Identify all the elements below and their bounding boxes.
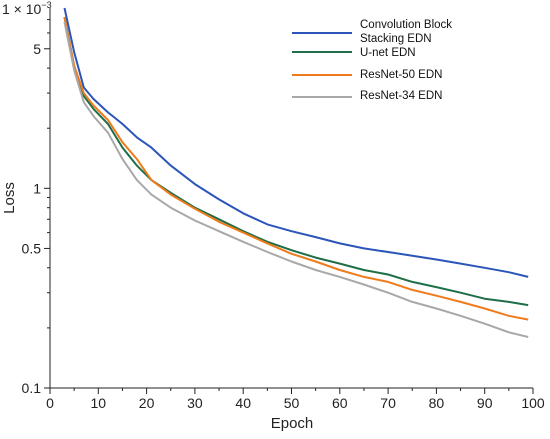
series-line-0 bbox=[63, 7, 529, 278]
y-multiplier-label: 1 × 10−3 bbox=[2, 0, 52, 17]
x-tick-label: 0 bbox=[46, 395, 54, 411]
y-multiplier-base: 1 × 10 bbox=[2, 1, 42, 17]
x-tick-label: 20 bbox=[139, 395, 155, 411]
legend-label-1: U-net EDN bbox=[360, 47, 416, 59]
legend-label-2: ResNet-50 EDN bbox=[360, 69, 442, 81]
y-multiplier-exponent: −3 bbox=[41, 0, 51, 10]
series-layer bbox=[63, 7, 529, 338]
x-axis-title: Epoch bbox=[271, 415, 314, 432]
y-tick-label: 0.5 bbox=[22, 240, 42, 256]
y-tick-label: 5 bbox=[33, 41, 41, 57]
y-tick-label: 1 bbox=[33, 180, 41, 196]
x-tick-label: 30 bbox=[187, 395, 203, 411]
x-tick-label: 70 bbox=[380, 395, 396, 411]
x-tick-label: 50 bbox=[284, 395, 300, 411]
x-tick-label: 10 bbox=[91, 395, 107, 411]
legend: Convolution Block Stacking EDN U-net EDN Re… bbox=[292, 19, 452, 102]
y-axis-title: Loss bbox=[1, 182, 18, 214]
legend-label-0: Convolution Block bbox=[360, 19, 452, 31]
x-tick-label: 90 bbox=[477, 395, 493, 411]
legend-label-3: ResNet-34 EDN bbox=[360, 90, 442, 102]
y-tick-label: 0.1 bbox=[22, 380, 42, 396]
axes-layer: 0 10 20 30 40 50 60 70 80 90 100 0.1 0.5 1 5 bbox=[22, 8, 545, 411]
series-line-2 bbox=[63, 16, 529, 321]
x-tick-label: 60 bbox=[332, 395, 348, 411]
series-line-3 bbox=[63, 21, 529, 338]
x-tick-label: 40 bbox=[235, 395, 251, 411]
series-line-1 bbox=[63, 16, 529, 307]
legend-label-0-line2: Stacking EDN bbox=[360, 33, 432, 45]
x-tick-label: 100 bbox=[521, 395, 545, 411]
x-tick-label: 80 bbox=[429, 395, 445, 411]
